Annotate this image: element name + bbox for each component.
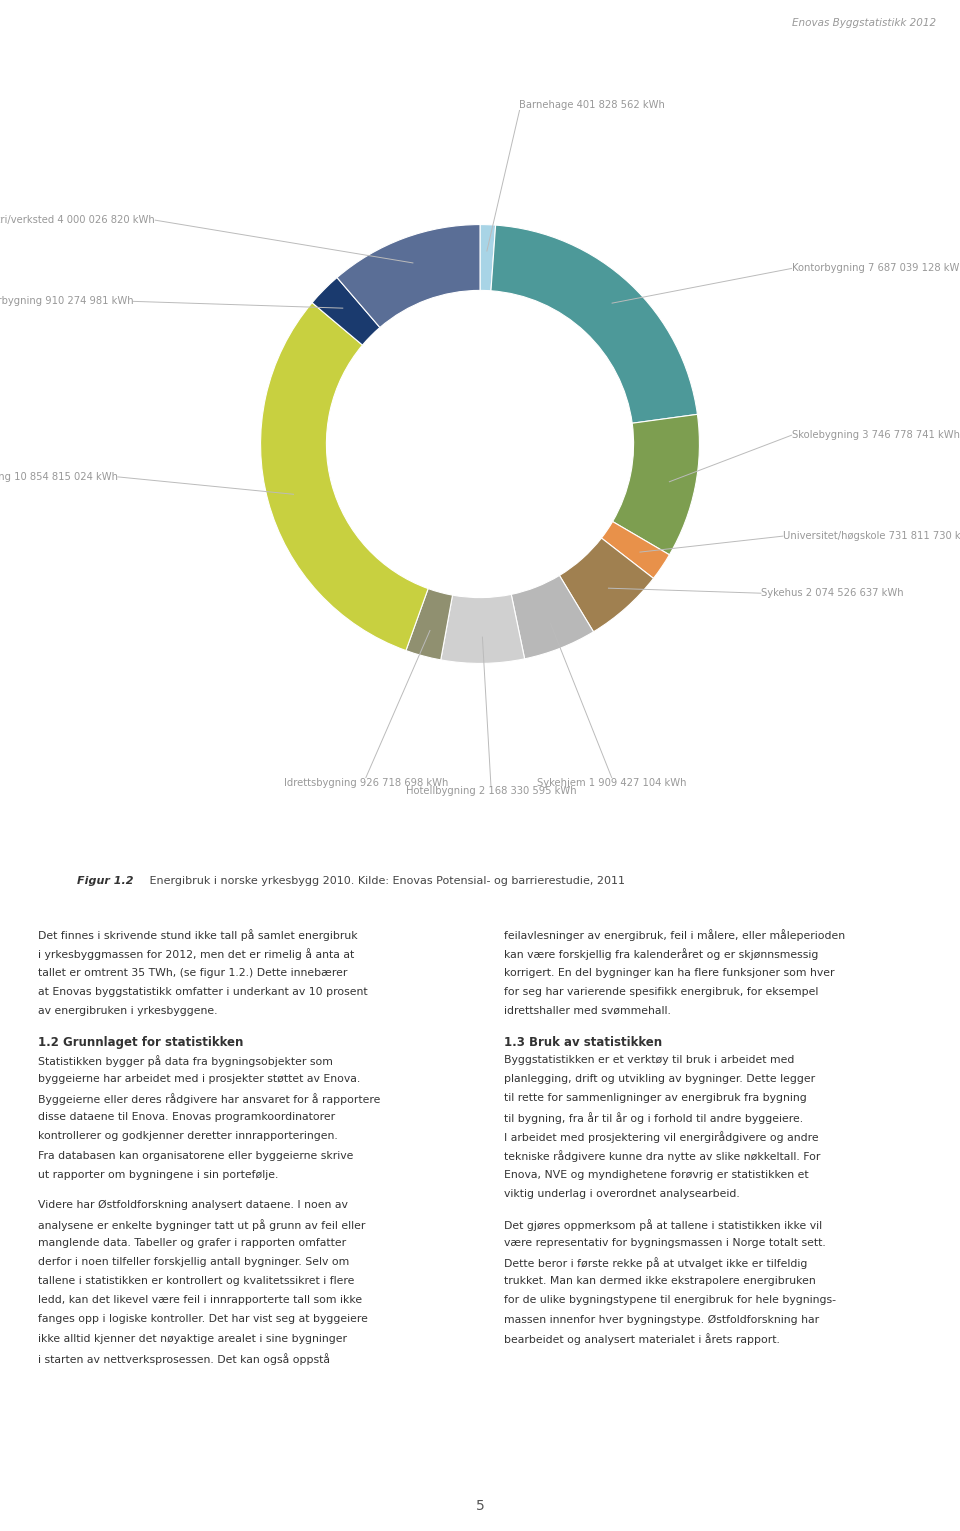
Text: massen innenfor hver bygningstype. Østfoldforskning har: massen innenfor hver bygningstype. Østfo… [504,1315,819,1324]
Text: feilavlesninger av energibruk, feil i målere, eller måleperioden: feilavlesninger av energibruk, feil i må… [504,929,845,942]
Text: Universitet/høgskole 731 811 730 kWh: Universitet/høgskole 731 811 730 kWh [782,531,960,540]
Text: Det finnes i skrivende stund ikke tall på samlet energibruk: Det finnes i skrivende stund ikke tall p… [38,929,358,942]
Text: kontrollerer og godkjenner deretter innrapporteringen.: kontrollerer og godkjenner deretter innr… [38,1131,338,1142]
Text: derfor i noen tilfeller forskjellig antall bygninger. Selv om: derfor i noen tilfeller forskjellig anta… [38,1257,349,1268]
Text: manglende data. Tabeller og grafer i rapporten omfatter: manglende data. Tabeller og grafer i rap… [38,1239,347,1248]
Text: analysene er enkelte bygninger tatt ut på grunn av feil eller: analysene er enkelte bygninger tatt ut p… [38,1219,366,1231]
Text: Byggstatistikken er et verktøy til bruk i arbeidet med: Byggstatistikken er et verktøy til bruk … [504,1055,794,1066]
Wedge shape [601,522,669,579]
Wedge shape [337,225,480,328]
Text: Sykehjem 1 909 427 104 kWh: Sykehjem 1 909 427 104 kWh [537,778,686,787]
Text: i yrkesbyggmassen for 2012, men det er rimelig å anta at: i yrkesbyggmassen for 2012, men det er r… [38,948,354,960]
Text: disse dataene til Enova. Enovas programkoordinatorer: disse dataene til Enova. Enovas programk… [38,1113,336,1122]
Text: Statistikken bygger på data fra bygningsobjekter som: Statistikken bygger på data fra bygnings… [38,1055,333,1067]
Text: Enovas Byggstatistikk 2012: Enovas Byggstatistikk 2012 [792,18,936,29]
Text: idrettshaller med svømmehall.: idrettshaller med svømmehall. [504,1006,671,1017]
Text: I arbeidet med prosjektering vil energirådgivere og andre: I arbeidet med prosjektering vil energir… [504,1131,819,1144]
Text: Fra databasen kan organisatorene eller byggeierne skrive: Fra databasen kan organisatorene eller b… [38,1151,354,1160]
Text: kan være forskjellig fra kalenderåret og er skjønnsmessig: kan være forskjellig fra kalenderåret og… [504,948,818,960]
Text: Enova, NVE og myndighetene forøvrig er statistikken et: Enova, NVE og myndighetene forøvrig er s… [504,1170,808,1180]
Text: Dette beror i første rekke på at utvalget ikke er tilfeldig: Dette beror i første rekke på at utvalge… [504,1257,807,1269]
Text: Lettindustri/verksted 4 000 026 820 kWh: Lettindustri/verksted 4 000 026 820 kWh [0,216,156,225]
Text: 5: 5 [475,1499,485,1513]
Text: Hotellbygning 2 168 330 595 kWh: Hotellbygning 2 168 330 595 kWh [406,787,576,796]
Text: byggeierne har arbeidet med i prosjekter støttet av Enova.: byggeierne har arbeidet med i prosjekter… [38,1075,361,1084]
Text: Sykehus 2 074 526 637 kWh: Sykehus 2 074 526 637 kWh [761,588,903,599]
Text: planlegging, drift og utvikling av bygninger. Dette legger: planlegging, drift og utvikling av bygni… [504,1075,815,1084]
Text: tallet er omtrent 35 TWh, (se figur 1.2.) Dette innebærer: tallet er omtrent 35 TWh, (se figur 1.2.… [38,968,348,978]
Text: ikke alltid kjenner det nøyaktige arealet i sine bygninger: ikke alltid kjenner det nøyaktige areale… [38,1334,348,1344]
Wedge shape [512,576,593,658]
Text: Idrettsbygning 926 718 698 kWh: Idrettsbygning 926 718 698 kWh [284,778,448,787]
Wedge shape [260,303,428,651]
Text: korrigert. En del bygninger kan ha flere funksjoner som hver: korrigert. En del bygninger kan ha flere… [504,968,834,978]
Text: tallene i statistikken er kontrollert og kvalitetssikret i flere: tallene i statistikken er kontrollert og… [38,1277,355,1286]
Wedge shape [560,537,654,632]
Text: til rette for sammenligninger av energibruk fra bygning: til rette for sammenligninger av energib… [504,1093,806,1104]
Text: for de ulike bygningstypene til energibruk for hele bygnings-: for de ulike bygningstypene til energibr… [504,1295,836,1306]
Text: Videre har Østfoldforskning analysert dataene. I noen av: Videre har Østfoldforskning analysert da… [38,1200,348,1209]
Wedge shape [480,225,495,291]
Text: bearbeidet og analysert materialet i årets rapport.: bearbeidet og analysert materialet i åre… [504,1334,780,1346]
Text: at Enovas byggstatistikk omfatter i underkant av 10 prosent: at Enovas byggstatistikk omfatter i unde… [38,987,368,997]
Text: Barnehage 401 828 562 kWh: Barnehage 401 828 562 kWh [519,101,665,110]
Text: for seg har varierende spesifikk energibruk, for eksempel: for seg har varierende spesifikk energib… [504,987,818,997]
Text: Energibruk i norske yrkesbygg 2010. Kilde: Enovas Potensial- og barrierestudie, : Energibruk i norske yrkesbygg 2010. Kild… [146,876,625,886]
Text: Forretningsbygning 10 854 815 024 kWh: Forretningsbygning 10 854 815 024 kWh [0,472,118,482]
Text: Det gjøres oppmerksom på at tallene i statistikken ikke vil: Det gjøres oppmerksom på at tallene i st… [504,1219,822,1231]
Text: fanges opp i logiske kontroller. Det har vist seg at byggeiere: fanges opp i logiske kontroller. Det har… [38,1315,369,1324]
Text: Kontorbygning 7 687 039 128 kWh: Kontorbygning 7 687 039 128 kWh [792,263,960,274]
Text: trukket. Man kan dermed ikke ekstrapolere energibruken: trukket. Man kan dermed ikke ekstrapoler… [504,1277,816,1286]
Text: Byggeierne eller deres rådgivere har ansvaret for å rapportere: Byggeierne eller deres rådgivere har ans… [38,1093,381,1105]
Wedge shape [612,415,700,554]
Text: av energibruken i yrkesbyggene.: av energibruken i yrkesbyggene. [38,1006,218,1017]
Wedge shape [406,588,452,660]
Text: være representativ for bygningsmassen i Norge totalt sett.: være representativ for bygningsmassen i … [504,1239,826,1248]
Wedge shape [441,594,524,663]
Text: Kulturbygning 910 274 981 kWh: Kulturbygning 910 274 981 kWh [0,297,133,306]
Text: viktig underlag i overordnet analysearbeid.: viktig underlag i overordnet analysearbe… [504,1190,740,1199]
Text: til bygning, fra år til år og i forhold til andre byggeiere.: til bygning, fra år til år og i forhold … [504,1113,804,1124]
Text: i starten av nettverksprosessen. Det kan også oppstå: i starten av nettverksprosessen. Det kan… [38,1353,330,1364]
Text: ut rapporter om bygningene i sin portefølje.: ut rapporter om bygningene i sin portefø… [38,1170,278,1180]
Text: 1.3 Bruk av statistikken: 1.3 Bruk av statistikken [504,1036,662,1049]
Text: 1.2 Grunnlaget for statistikken: 1.2 Grunnlaget for statistikken [38,1036,244,1049]
Text: Figur 1.2: Figur 1.2 [77,876,133,886]
Wedge shape [491,225,697,423]
Text: Skolebygning 3 746 778 741 kWh: Skolebygning 3 746 778 741 kWh [792,430,960,441]
Wedge shape [312,277,380,344]
Text: ledd, kan det likevel være feil i innrapporterte tall som ikke: ledd, kan det likevel være feil i innrap… [38,1295,363,1306]
Text: tekniske rådgivere kunne dra nytte av slike nøkkeltall. For: tekniske rådgivere kunne dra nytte av sl… [504,1151,821,1162]
